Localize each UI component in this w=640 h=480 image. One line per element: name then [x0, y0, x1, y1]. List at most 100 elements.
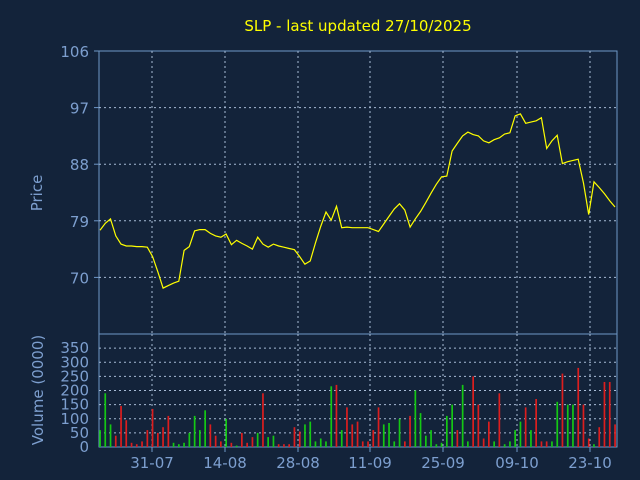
volume-bar	[593, 444, 595, 447]
volume-bar	[566, 404, 569, 447]
volume-bar	[404, 441, 406, 447]
volume-bar	[256, 432, 259, 447]
volume-bar	[183, 442, 185, 447]
volume-bar	[235, 445, 238, 447]
volume-tick-label: 50	[70, 424, 89, 442]
price-tick-label: 79	[70, 213, 89, 231]
volume-bar	[267, 437, 269, 447]
volume-bar	[151, 408, 154, 447]
volume-bar	[346, 407, 348, 447]
volume-bar	[456, 430, 459, 447]
volume-bar	[209, 424, 212, 447]
volume-bar	[309, 421, 312, 447]
x-axis-ticks: 31-07 14-08 28-08 11-09 25-09 09-10 23-10	[130, 447, 612, 472]
volume-bar	[482, 438, 485, 447]
volume-bar	[430, 430, 432, 447]
volume-bar	[367, 441, 369, 447]
volume-bar	[293, 427, 296, 447]
volume-bar	[109, 424, 112, 447]
volume-bar	[372, 430, 375, 447]
volume-bar	[440, 442, 443, 447]
volume-bar	[425, 435, 427, 447]
volume-bar	[467, 441, 469, 447]
price-gridlines	[99, 51, 617, 334]
volume-bar	[319, 438, 322, 447]
volume-bar	[556, 401, 559, 447]
volume-bar	[325, 441, 327, 447]
volume-bar	[193, 415, 196, 447]
volume-tick-label: 0	[79, 438, 89, 456]
x-tick-label: 28-08	[276, 454, 320, 472]
volume-bar	[162, 427, 164, 447]
volume-bar	[603, 382, 606, 447]
volume-bar	[262, 393, 264, 447]
volume-bar	[477, 404, 480, 447]
volume-bar	[382, 424, 385, 447]
volume-bar	[472, 376, 474, 447]
price-panel	[98, 50, 618, 335]
x-tick-label: 25-09	[421, 454, 465, 472]
volume-bar	[361, 441, 364, 447]
volume-bar	[409, 415, 411, 447]
price-line	[99, 113, 616, 289]
volume-bar	[493, 441, 495, 447]
price-axis-label: Price	[28, 175, 46, 212]
volume-bar	[398, 418, 401, 448]
volume-bar	[199, 430, 201, 447]
volume-bar	[104, 393, 107, 447]
price-axis-ticks: 106 97 88 79 70	[60, 43, 99, 287]
x-tick-label: 23-10	[568, 454, 612, 472]
volume-bar	[114, 435, 117, 447]
volume-bar	[225, 418, 227, 448]
volume-bar	[524, 407, 527, 447]
volume-bar	[283, 444, 285, 447]
volume-bar	[314, 441, 317, 447]
volume-bar	[435, 444, 438, 447]
volume-bar	[545, 441, 548, 447]
volume-bar	[277, 444, 280, 447]
volume-bar	[178, 444, 180, 447]
volume-bar	[214, 435, 217, 447]
volume-bar	[272, 435, 275, 447]
volume-bar	[125, 420, 128, 447]
volume-bar	[157, 432, 159, 447]
volume-bar	[220, 441, 222, 447]
volume-bar	[419, 413, 422, 447]
volume-bar	[598, 427, 601, 447]
volume-bar	[188, 432, 191, 447]
volume-bar	[509, 441, 511, 447]
volume-bar	[356, 421, 359, 447]
volume-tick-label: 300	[60, 353, 89, 371]
volume-bar	[230, 442, 233, 447]
volume-bar	[335, 384, 338, 447]
volume-bar	[377, 407, 380, 447]
volume-bar	[172, 442, 175, 447]
volume-bar	[167, 415, 170, 447]
volume-bar	[141, 441, 143, 447]
volume-bar	[304, 424, 306, 447]
price-tick-label: 70	[70, 269, 89, 287]
volume-bar	[451, 404, 453, 447]
volume-bar	[330, 386, 333, 447]
volume-bar	[251, 437, 254, 447]
volume-bar	[461, 384, 464, 447]
volume-tick-label: 350	[60, 339, 89, 357]
volume-bar	[135, 444, 138, 447]
x-tick-label: 31-07	[130, 454, 174, 472]
price-tick-label: 88	[70, 156, 89, 174]
price-tick-label: 106	[60, 43, 89, 61]
volume-bar	[288, 444, 290, 447]
x-tick-label: 11-09	[348, 454, 392, 472]
x-tick-label: 09-10	[495, 454, 539, 472]
volume-tick-label: 100	[60, 410, 89, 428]
chart-title: SLP - last updated 27/10/2025	[244, 17, 471, 35]
volume-bar	[519, 421, 522, 447]
volume-tick-label: 150	[60, 396, 89, 414]
volume-bar	[503, 444, 506, 447]
volume-bar	[582, 404, 585, 447]
volume-bar	[614, 424, 616, 447]
volume-bar	[340, 430, 343, 447]
volume-bar	[246, 442, 248, 447]
volume-bar	[540, 441, 543, 447]
